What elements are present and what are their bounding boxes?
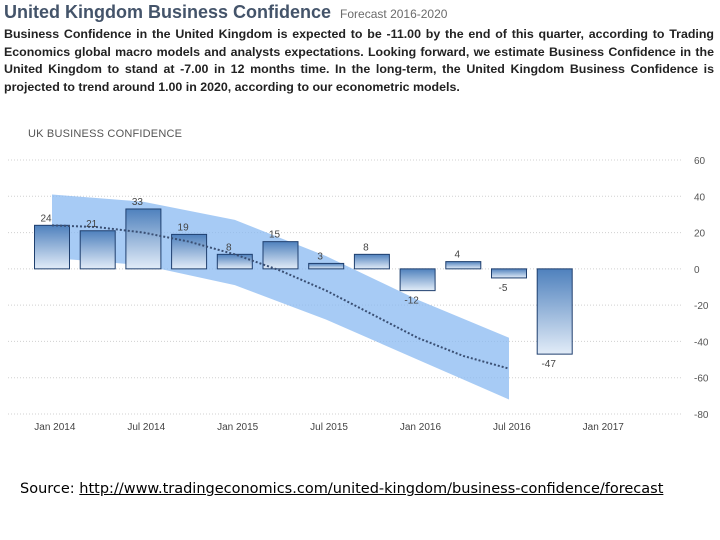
x-tick-label: Jul 2015 [310,422,348,433]
bar [491,268,527,279]
y-tick-label: -40 [694,337,709,348]
source-link[interactable]: http://www.tradingeconomics.com/united-k… [79,481,664,497]
chart-title: UK BUSINESS CONFIDENCE [28,128,183,140]
trend-layer [51,224,510,370]
bar [171,233,208,270]
forecast-band-layer [52,194,509,400]
data-label: 19 [178,222,190,233]
x-tick-label: Jan 2016 [400,422,442,433]
x-tick-label: Jan 2014 [34,422,76,433]
data-label: 24 [40,213,52,224]
bar [34,224,70,270]
page-title: United Kingdom Business Confidence Forec… [4,2,716,23]
data-label: 8 [226,242,232,253]
y-tick-label: 0 [694,265,700,276]
data-label: 4 [455,250,461,261]
y-tick-label: -80 [694,410,709,421]
title-subtitle: Forecast 2016-2020 [340,7,448,21]
forecast-band [52,194,509,400]
y-tick-label: 20 [694,229,706,240]
bar [79,230,116,270]
x-tick-label: Jul 2014 [127,422,165,433]
business-confidence-chart: 24 21 33 19 8 15 3 8 -12 4 -5 -47 60 40 20 0 -20 -40 -60 -… [8,156,709,433]
bar [445,261,482,270]
y-axis: 60 40 20 0 -20 -40 -60 -80 [694,156,709,421]
value-labels: 24 21 33 19 8 15 3 8 -12 4 -5 -47 [40,197,556,370]
x-tick-label: Jul 2016 [493,422,531,433]
y-tick-label: 60 [694,156,706,167]
data-label: 8 [363,242,369,253]
description-text: Business Confidence in the United Kingdo… [4,27,714,94]
data-label: 15 [269,230,281,241]
bar [399,268,436,292]
data-label: 3 [317,251,323,262]
x-axis: Jan 2014 Jul 2014 Jan 2015 Jul 2015 Jan 2016… [34,422,624,433]
y-tick-label: -20 [694,301,709,312]
trend-line [51,224,510,370]
bars [34,208,573,355]
y-tick-label: 40 [694,192,706,203]
bar [353,253,390,270]
bar [125,208,162,270]
y-tick-label: -60 [694,374,709,385]
bar [536,268,573,355]
data-label: -47 [541,359,556,370]
x-tick-label: Jan 2015 [217,422,259,433]
header: United Kingdom Business Confidence Forec… [4,2,716,96]
data-label: -12 [404,296,419,307]
bar [262,241,299,270]
data-label: 33 [132,197,144,208]
data-label: 21 [86,219,98,230]
x-tick-label: Jan 2017 [583,422,625,433]
bar [308,262,345,270]
source-line: Source: http://www.tradingeconomics.com/… [20,481,663,497]
data-label: -5 [499,283,508,294]
title-text: United Kingdom Business Confidence [4,2,332,22]
bar [216,253,253,270]
source-label: Source: [20,481,80,497]
